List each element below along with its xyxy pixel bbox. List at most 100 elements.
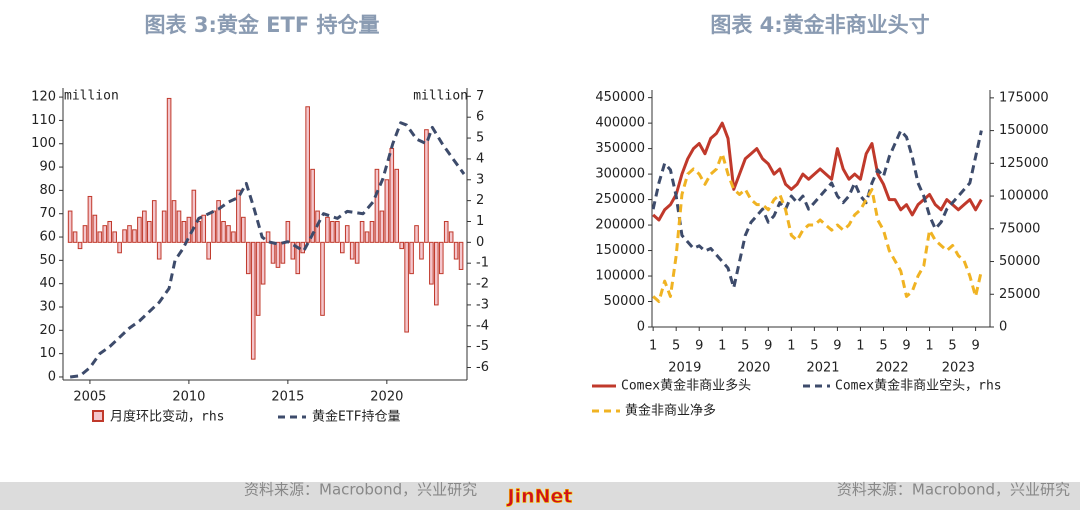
bar	[117, 241, 122, 254]
y-tick-label: 120	[31, 90, 56, 105]
bar	[359, 220, 365, 243]
x-tick-label: 9	[764, 339, 772, 354]
source-note: 资料来源：Macrobond，兴业研究	[837, 481, 1070, 499]
bar	[147, 220, 152, 243]
bar	[349, 241, 355, 260]
y-tick-label: 60	[39, 230, 56, 245]
line-series	[69, 121, 466, 379]
y-tick-label: 50000	[604, 294, 645, 309]
bar	[201, 214, 207, 243]
year-label: 2022	[876, 361, 909, 376]
y-axis-unit: million	[64, 89, 119, 104]
bar	[221, 220, 226, 243]
y2-tick-label: -5	[476, 339, 489, 354]
y-tick-label: 100000	[595, 269, 645, 284]
legend-label: Comex黄金非商业空头，rhs	[835, 378, 1002, 394]
legend-label: Comex黄金非商业多头	[621, 378, 751, 394]
bar	[216, 200, 221, 243]
bar	[77, 241, 83, 250]
y-tick-label: 50	[39, 253, 56, 268]
bar	[369, 220, 375, 243]
y-tick-label: 10	[39, 346, 56, 361]
y2-tick-label: 2	[476, 193, 484, 208]
bar	[409, 241, 414, 275]
bar	[245, 241, 251, 275]
bar	[290, 241, 296, 260]
bar	[325, 216, 330, 243]
bar	[424, 129, 429, 243]
bar	[354, 241, 360, 264]
bar	[67, 210, 73, 243]
x-tick-label: 5	[948, 339, 956, 354]
bar	[320, 241, 325, 316]
bar	[438, 241, 444, 275]
bar	[419, 241, 424, 260]
x-tick-label: 9	[833, 339, 841, 354]
x-tick-label: 1	[925, 339, 933, 354]
bar	[255, 241, 261, 316]
bar	[295, 241, 301, 275]
bar	[448, 231, 454, 243]
bar	[453, 241, 459, 260]
bar	[260, 241, 266, 285]
x-tick-label: 9	[971, 339, 979, 354]
year-label: 2019	[668, 361, 701, 376]
y2-tick-label: 25000	[999, 287, 1040, 302]
bar	[181, 220, 187, 243]
bar	[394, 168, 400, 243]
bar	[206, 241, 211, 260]
y-tick-label: 150000	[595, 243, 645, 258]
bar	[97, 231, 103, 243]
bar	[389, 147, 395, 243]
year-label: 2021	[806, 361, 839, 376]
x-tick-label: 1	[718, 339, 726, 354]
x-tick-label: 5	[741, 339, 749, 354]
y2-tick-label: 1	[476, 214, 484, 229]
y2-tick-label: 150000	[999, 123, 1049, 138]
bar	[241, 216, 246, 243]
bar	[161, 210, 167, 243]
x-tick-label: 2005	[73, 390, 106, 405]
year-label: 2020	[737, 361, 770, 376]
y2-tick-label: 100000	[999, 189, 1049, 204]
line-series	[652, 121, 983, 222]
y2-tick-label: 125000	[999, 156, 1049, 171]
bar	[339, 241, 345, 254]
bar	[72, 231, 78, 243]
legend-label: 黄金ETF持仓量	[312, 409, 400, 425]
x-tick-label: 1	[649, 339, 657, 354]
bar	[399, 241, 404, 250]
bar	[335, 220, 340, 243]
bar	[127, 225, 132, 243]
y-tick-label: 20	[39, 323, 56, 338]
watermark: JinNet	[506, 486, 573, 508]
bar	[275, 241, 281, 268]
bar	[285, 220, 291, 243]
x-tick-label: 1	[856, 339, 864, 354]
bar	[374, 168, 380, 243]
bar	[434, 241, 439, 306]
year-label: 2023	[942, 361, 975, 376]
bar	[344, 225, 350, 243]
x-tick-label: 2015	[271, 390, 304, 405]
bar	[92, 214, 98, 243]
y2-tick-label: -3	[476, 297, 489, 312]
bar	[270, 241, 276, 264]
bar	[107, 220, 113, 243]
bar	[404, 241, 409, 333]
x-tick-label: 5	[672, 339, 680, 354]
y-tick-label: 0	[48, 369, 56, 384]
y2-tick-label: 50000	[999, 254, 1040, 269]
y2-tick-label: 5	[476, 131, 484, 146]
legend-label: 月度环比变动，rhs	[110, 409, 224, 425]
y-tick-label: 250000	[595, 192, 645, 207]
bar	[384, 179, 390, 243]
y2-tick-label: -6	[476, 360, 489, 375]
y2-tick-label: 175000	[999, 90, 1049, 105]
bar	[231, 231, 236, 243]
legend-swatch	[92, 410, 104, 422]
bar	[137, 216, 142, 243]
bar	[196, 220, 202, 243]
y2-tick-label: 0	[476, 235, 484, 250]
